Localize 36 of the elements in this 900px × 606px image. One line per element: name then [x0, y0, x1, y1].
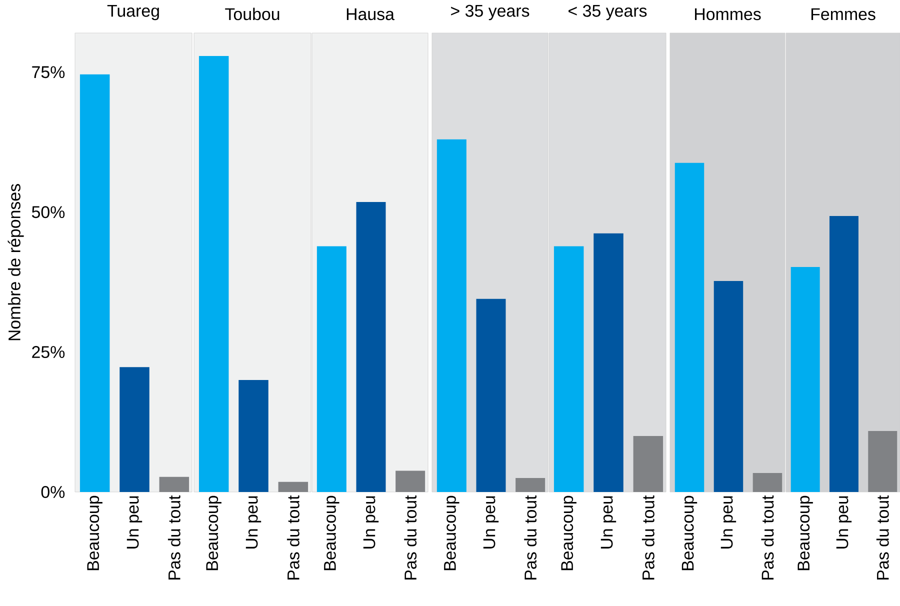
x-tick-label: Beaucoup [206, 496, 222, 570]
y-tick-label: 0% [41, 486, 65, 498]
x-tick-label: Un peu [246, 496, 262, 548]
x-tick-label: Un peu [720, 496, 736, 548]
chart-title: Toubou [225, 8, 280, 20]
x-tick-label: Beaucoup [561, 496, 576, 570]
x-tick-label: Beaucoup [324, 496, 340, 570]
y-tick-label: 50% [32, 206, 65, 218]
bar [80, 74, 110, 492]
bar [120, 367, 150, 492]
x-tick-label: Un peu [836, 496, 852, 548]
x-tick-label: Pas du tout [168, 495, 180, 580]
x-tick-label: Un peu [126, 496, 142, 548]
x-tick-label: Beaucoup [87, 496, 102, 570]
x-tick-label: Beaucoup [682, 496, 698, 570]
x-tick-label: Pas du tout [642, 495, 654, 580]
x-tick-label: Pas du tout [761, 495, 774, 580]
chart-title: > 35 years [451, 4, 530, 20]
y-axis-title: Nombre de réponses [8, 184, 24, 340]
x-tick-label: Pas du tout [876, 495, 889, 580]
x-tick-label: Pas du tout [524, 495, 537, 580]
x-tick-label: Pas du tout [286, 495, 300, 580]
x-tick-label: Un peu [483, 496, 499, 548]
x-tick-label: Beaucoup [444, 496, 460, 570]
x-tick-label: Pas du tout [404, 495, 417, 580]
chart-title: Tuareg [107, 5, 159, 20]
chart-title: Femmes [811, 8, 876, 20]
chart-title: Hausa [346, 8, 394, 20]
x-tick-label: Un peu [600, 496, 616, 548]
x-tick-label: Un peu [363, 496, 379, 548]
y-tick-label: 75% [32, 66, 65, 78]
chart-title: < 35 years [568, 4, 647, 20]
bar [159, 476, 190, 492]
y-tick-label: 25% [32, 346, 65, 358]
x-tick-label: Beaucoup [798, 496, 813, 570]
chart-title: Hommes [695, 8, 761, 20]
